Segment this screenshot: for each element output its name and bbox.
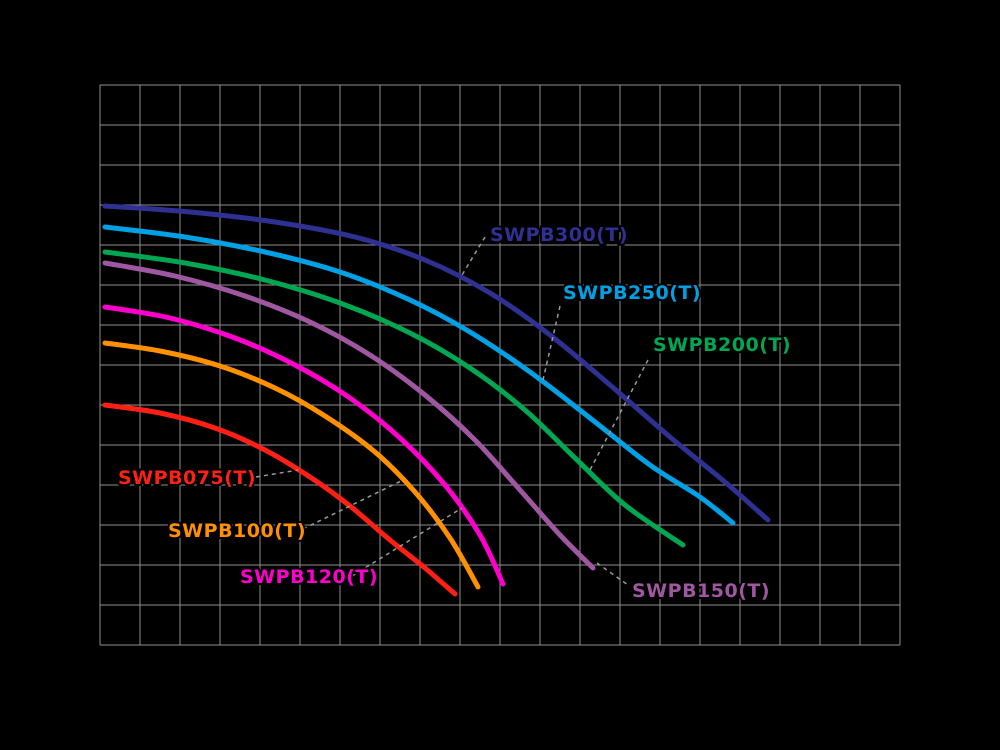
label-SWPB300(T): SWPB300(T) xyxy=(490,224,628,246)
curve-SWPB300(T) xyxy=(102,203,771,523)
label-SWPB200(T): SWPB200(T) xyxy=(653,334,791,356)
curve-SWPB075(T) xyxy=(102,402,458,597)
leader-SWPB120(T) xyxy=(351,507,463,577)
label-SWPB120(T): SWPB120(T) xyxy=(240,566,378,588)
leader-SWPB150(T) xyxy=(596,562,629,586)
label-SWPB075(T): SWPB075(T) xyxy=(118,467,256,489)
label-SWPB100(T): SWPB100(T) xyxy=(168,520,306,542)
curve-SWPB120(T) xyxy=(102,304,506,587)
curve-SWPB200(T) xyxy=(102,249,686,548)
leader-SWPB075(T) xyxy=(255,469,299,478)
label-SWPB150(T): SWPB150(T) xyxy=(632,580,770,602)
leader-SWPB100(T) xyxy=(302,479,404,530)
curve-SWPB250(T) xyxy=(102,224,736,526)
curve-SWPB150(T) xyxy=(102,260,596,571)
label-SWPB250(T): SWPB250(T) xyxy=(563,282,701,304)
curve-SWPB100(T) xyxy=(102,340,481,590)
